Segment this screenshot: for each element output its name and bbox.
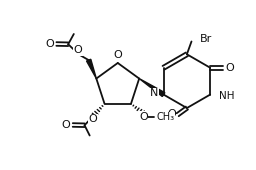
Text: Br: Br (200, 34, 212, 44)
Polygon shape (87, 59, 96, 79)
Text: NH: NH (219, 91, 234, 101)
Text: O: O (167, 109, 176, 120)
Text: O: O (89, 114, 97, 124)
Text: O: O (225, 63, 234, 73)
Text: O: O (113, 50, 122, 60)
Text: O: O (45, 39, 54, 49)
Text: O: O (62, 120, 70, 130)
Text: N: N (150, 88, 158, 98)
Text: CH₃: CH₃ (156, 112, 174, 122)
Text: O: O (139, 112, 148, 122)
Text: O: O (73, 45, 82, 55)
Polygon shape (139, 79, 165, 97)
